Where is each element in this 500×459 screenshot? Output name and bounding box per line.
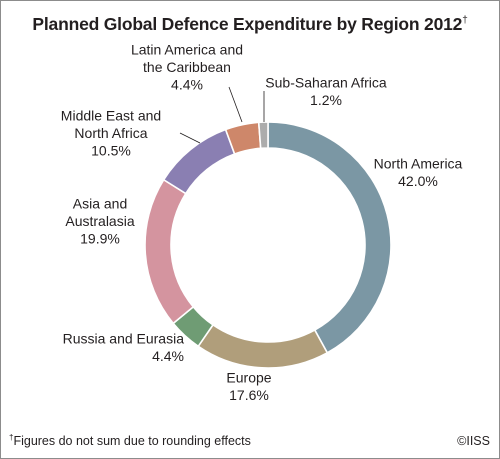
slice-name: Europe: [226, 369, 271, 385]
copyright: ©IISS: [457, 434, 490, 448]
slice-name: Middle East and: [61, 108, 161, 124]
slice-label: Middle East and North Africa 10.5%: [61, 108, 161, 159]
footnote-text: Figures do not sum due to rounding effec…: [13, 434, 251, 448]
slice-name: North America: [374, 155, 463, 171]
slice-label: Russia and Eurasia 4.4%: [63, 330, 185, 364]
slice-asia-and-australasia: [144, 178, 195, 325]
slice-label: North America 42.0%: [374, 155, 463, 189]
leader-lines: [179, 86, 265, 144]
slice-name: Russia and Eurasia: [63, 330, 185, 346]
title-dagger: †: [462, 15, 468, 26]
footnote: †Figures do not sum due to rounding effe…: [9, 433, 251, 448]
slice-name: North Africa: [74, 125, 147, 141]
slice-name: the Caribbean: [143, 59, 231, 75]
slice-sub-saharan-africa: [257, 121, 269, 150]
footnote-dagger: †: [9, 433, 14, 442]
slice-percentage: 4.4%: [152, 348, 184, 364]
chart-title: Planned Global Defence Expenditure by Re…: [0, 14, 500, 35]
slice-north-america: [267, 121, 392, 354]
slice-label: Sub-Saharan Africa 1.2%: [265, 74, 387, 108]
slice-name: Sub-Saharan Africa: [265, 74, 387, 90]
slice-percentage: 1.2%: [310, 92, 342, 108]
slice-labels: North America 42.0% Europe 17.6% Russia and …: [61, 42, 463, 403]
slice-percentage: 17.6%: [229, 387, 269, 403]
slice-percentage: 42.0%: [398, 173, 438, 189]
leader-line: [228, 86, 243, 123]
slice-label: Europe 17.6%: [226, 369, 271, 403]
slice-middle-east-and-north-africa: [162, 128, 236, 195]
leader-line: [179, 132, 201, 144]
slice-percentage: 10.5%: [91, 143, 131, 159]
slice-label: Latin America and the Caribbean 4.4%: [131, 42, 243, 93]
slice-name: Latin America and: [131, 42, 243, 58]
slice-europe: [197, 323, 329, 369]
chart-title-text: Planned Global Defence Expenditure by Re…: [32, 14, 463, 34]
slice-label: Asia and Australasia 19.9%: [65, 196, 134, 247]
slice-percentage: 4.4%: [171, 77, 203, 93]
slice-name: Australasia: [65, 213, 134, 229]
donut-slices: [144, 121, 392, 369]
slice-name: Asia and: [73, 196, 127, 212]
slice-percentage: 19.9%: [80, 231, 120, 247]
